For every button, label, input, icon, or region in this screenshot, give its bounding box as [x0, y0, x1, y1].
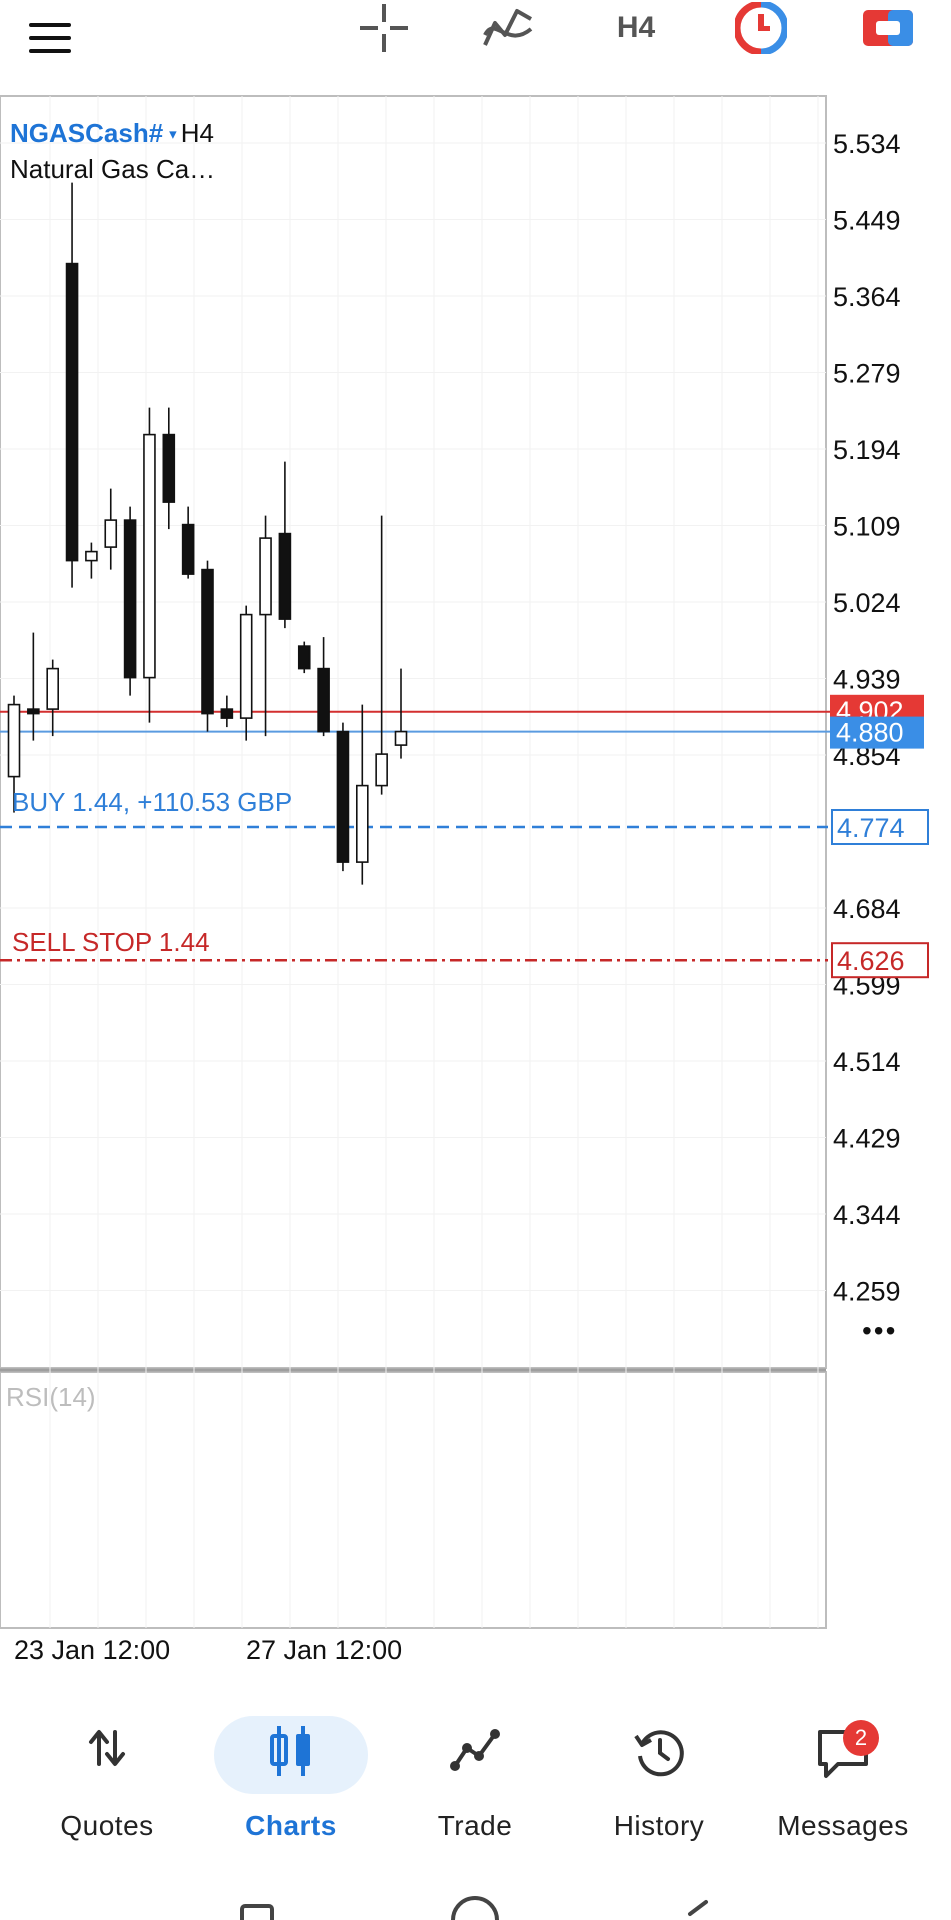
chart-more-menu[interactable]: ••• — [862, 1315, 897, 1346]
nav-trade-label: Trade — [437, 1810, 513, 1841]
symbol-name[interactable]: NGASCash# — [10, 118, 164, 148]
nav-charts-label: Charts — [245, 1810, 337, 1841]
candle-body — [201, 568, 214, 715]
top-toolbar: H4 — [0, 0, 951, 94]
indicators-button[interactable] — [476, 0, 540, 56]
candle-body — [375, 753, 388, 787]
candle-body — [355, 784, 369, 863]
messages-badge: 2 — [843, 1720, 879, 1756]
rsi-indicator-label[interactable]: RSI(14) — [6, 1382, 96, 1412]
candle-body — [394, 730, 408, 746]
position-price-tag[interactable] — [831, 809, 929, 845]
quotes-icon — [89, 1730, 125, 1766]
one-click-trading-icon — [735, 2, 787, 54]
symbol-dropdown-icon[interactable]: ▾ — [169, 126, 177, 143]
one-click-trading-button[interactable] — [730, 0, 792, 56]
price-axis-label: 4.514 — [833, 1047, 901, 1077]
price-axis-label: 4.684 — [833, 894, 901, 924]
nav-charts[interactable]: Charts — [201, 1700, 381, 1841]
candle-body — [278, 532, 292, 620]
price-axis-label: 5.194 — [833, 435, 901, 465]
chart-canvas[interactable]: 5.534 5.449 5.364 5.279 5.194 5.109 5.024 4.939… — [0, 0, 951, 1700]
candle-body — [143, 433, 156, 679]
nav-quotes[interactable]: Quotes — [17, 1700, 197, 1841]
time-axis-label: 23 Jan 12:00 — [14, 1635, 170, 1665]
candle-body — [85, 550, 98, 562]
menu-icon — [29, 23, 71, 53]
crosshair-icon — [360, 4, 408, 52]
recent-apps-icon[interactable] — [240, 1904, 274, 1920]
nav-messages[interactable]: Messages — [753, 1700, 933, 1841]
rsi-plot-frame — [0, 1371, 827, 1629]
candle-body — [317, 667, 330, 733]
chart-area[interactable]: 5.534 5.449 5.364 5.279 5.194 5.109 5.024 4.939… — [0, 0, 951, 1700]
home-icon[interactable] — [451, 1896, 499, 1920]
price-axis-label: 4.259 — [833, 1277, 901, 1307]
menu-button[interactable] — [18, 8, 82, 68]
price-axis-label: 5.364 — [833, 282, 901, 312]
order-price-label: 4.626 — [837, 946, 905, 976]
trade-panel-button[interactable] — [856, 0, 920, 56]
candle-body — [181, 523, 195, 575]
candle-body — [104, 519, 118, 548]
bid-price-tag — [830, 716, 924, 749]
nav-quotes-label: Quotes — [60, 1810, 154, 1841]
nav-trade[interactable]: Trade — [385, 1700, 565, 1841]
trade-icon — [450, 1729, 500, 1771]
price-axis-label: 5.279 — [833, 359, 901, 389]
order-label[interactable]: SELL STOP 1.44 — [12, 927, 210, 957]
nav-messages-label: Messages — [777, 1810, 909, 1841]
price-axis-label: 5.449 — [833, 206, 901, 236]
position-label[interactable]: BUY 1.44, +110.53 GBP — [12, 787, 292, 817]
price-axis-label: 5.109 — [833, 512, 901, 542]
price-axis-label: 5.534 — [833, 129, 901, 159]
nav-history[interactable]: History — [569, 1700, 749, 1841]
candle-body — [65, 262, 79, 562]
candle-body — [220, 708, 234, 719]
price-axis-label: 4.344 — [833, 1200, 901, 1230]
history-icon — [634, 1730, 684, 1777]
price-axis-label: 4.429 — [833, 1124, 901, 1154]
candle-body — [259, 537, 272, 616]
crosshair-button[interactable] — [352, 0, 416, 56]
trade-panel-icon — [863, 10, 913, 46]
price-axis-label: 4.939 — [833, 665, 901, 695]
price-axis-label: 5.024 — [833, 588, 901, 618]
bottom-navigation: Quotes Charts Trade History M — [0, 1700, 951, 1841]
indicators-icon — [483, 9, 533, 46]
order-price-tag[interactable] — [831, 942, 929, 979]
back-icon[interactable] — [688, 1900, 708, 1916]
time-axis-label: 27 Jan 12:00 — [246, 1635, 402, 1665]
candle-body — [336, 730, 350, 863]
bid-price-label: 4.880 — [836, 718, 904, 748]
chart-title[interactable]: NGASCash# ▾ H4 — [10, 118, 214, 153]
charts-icon — [270, 1726, 310, 1776]
active-tab-indicator — [214, 1716, 368, 1794]
candle-body — [239, 613, 253, 719]
chart-timeframe: H4 — [180, 118, 214, 148]
candle-body — [7, 703, 21, 778]
candle-body — [46, 667, 60, 710]
timeframe-label: H4 — [616, 11, 656, 44]
nav-history-label: History — [613, 1810, 705, 1841]
candle-body — [162, 433, 176, 503]
candle-body — [297, 645, 311, 670]
symbol-description: Natural Gas Ca… — [10, 154, 216, 184]
candle-body — [123, 519, 137, 679]
position-price-label: 4.774 — [837, 813, 905, 843]
timeframe-button[interactable]: H4 — [606, 0, 666, 56]
system-navigation-bar — [240, 1896, 708, 1920]
candle-body — [27, 708, 40, 715]
